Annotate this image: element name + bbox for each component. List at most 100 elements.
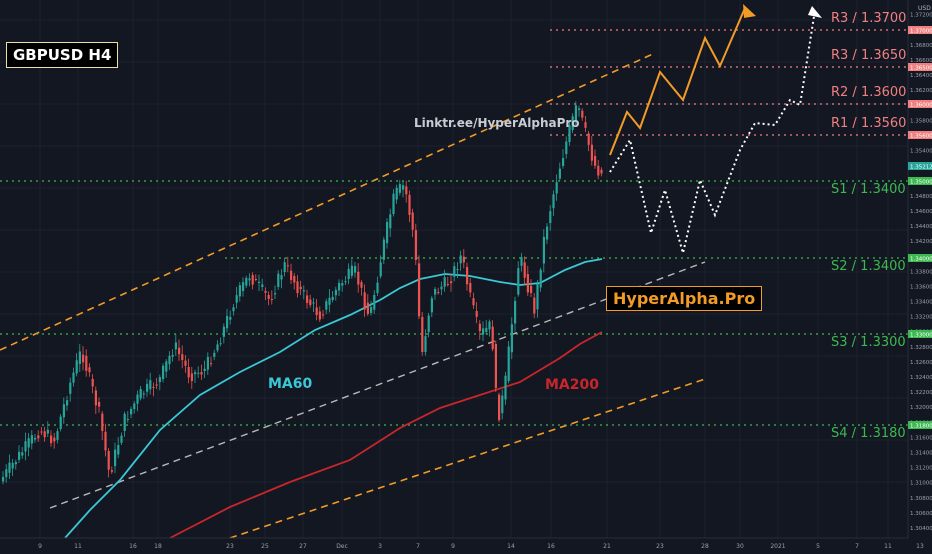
price-tick-label: 1.35400 — [910, 149, 932, 155]
time-tick-label: 7 — [416, 543, 420, 550]
price-tick-label: 1.31600 — [910, 435, 932, 441]
alternate-arrowhead — [808, 6, 822, 18]
price-tick-label: 1.33400 — [910, 300, 932, 306]
ma-labels: MA60 MA200 — [268, 376, 599, 393]
price-tick-label: 1.34600 — [910, 209, 932, 215]
candle-body — [146, 383, 149, 392]
candle-body — [504, 375, 507, 400]
candle-body — [536, 283, 539, 310]
candle-body — [472, 298, 475, 306]
candle-body — [123, 413, 126, 431]
candle-body — [587, 133, 590, 145]
candle-body — [200, 372, 203, 375]
candle-body — [347, 268, 350, 279]
price-tick-label: 1.34400 — [910, 224, 932, 230]
candle-body — [34, 437, 37, 440]
candle-body — [187, 367, 190, 378]
candle-body — [414, 230, 417, 260]
candle-body — [101, 413, 104, 431]
candle-body — [168, 355, 171, 365]
candle-body — [514, 300, 517, 324]
candle-body — [318, 311, 321, 320]
candle-body — [53, 437, 56, 442]
candle-body — [149, 380, 152, 390]
candle-body — [254, 279, 257, 280]
candle-body — [485, 327, 488, 332]
alternate-projection — [609, 9, 816, 257]
candle-body — [437, 292, 440, 293]
bullish-projection — [609, 7, 746, 156]
candle-body — [62, 404, 65, 418]
candle-body — [462, 256, 465, 263]
candle-body — [2, 477, 5, 482]
candle-body — [430, 298, 433, 313]
candle-body — [456, 269, 459, 271]
level-tag-label: 1.34000 — [910, 257, 932, 263]
time-tick-label: 7 — [855, 543, 859, 550]
moving-averages — [64, 258, 603, 539]
candle-body — [309, 299, 312, 306]
currency-label: USD — [918, 5, 931, 12]
candle-body — [382, 239, 385, 260]
candle-body — [453, 266, 456, 277]
candle-body — [530, 285, 533, 293]
candle-body — [510, 324, 513, 353]
candle-body — [248, 278, 251, 281]
candle-body — [469, 283, 472, 293]
bullish-arrowhead — [743, 4, 756, 18]
candle-body — [389, 214, 392, 229]
candle-body — [398, 184, 401, 193]
price-tick-label: 1.30600 — [910, 511, 932, 517]
candle-body — [533, 297, 536, 314]
time-tick-label: 23 — [226, 543, 234, 550]
candle-body — [136, 394, 139, 404]
candle-body — [114, 449, 117, 467]
time-tick-label: Dec — [336, 543, 348, 550]
candle-body — [546, 226, 549, 240]
brand-badge: HyperAlpha.Pro — [606, 286, 763, 311]
candle-body — [133, 403, 136, 409]
time-axis: 9 11 16 18 23 25 27 Dec 3 7 9 14 16 21 23 28 30 2021 5 7 11 1… — [0, 537, 924, 550]
time-tick-label: 30 — [736, 543, 744, 550]
time-tick-label: 9 — [38, 543, 42, 550]
time-tick-label: 11 — [884, 543, 892, 550]
watermark-link[interactable]: Linktr.ee/HyperAlphaPro — [414, 116, 580, 130]
candle-body — [331, 296, 334, 300]
price-tick-label: 1.32200 — [910, 390, 932, 396]
candle-body — [56, 431, 59, 440]
channel-middle — [49, 261, 706, 509]
candle-body — [75, 360, 78, 374]
time-tick-label: 27 — [299, 543, 307, 550]
price-tick-label: 1.31000 — [910, 481, 932, 487]
ma200-label: MA200 — [545, 377, 599, 393]
price-tick-label: 1.30800 — [910, 496, 932, 502]
candle-body — [373, 294, 376, 310]
level-tag — [908, 254, 932, 262]
candle-body — [411, 212, 414, 230]
candle-body — [325, 301, 328, 310]
candle-body — [27, 438, 30, 448]
candle-body — [181, 354, 184, 361]
candle-body — [405, 186, 408, 195]
price-tick-label: 1.35800 — [910, 118, 932, 124]
candle-body — [162, 365, 165, 380]
candle-body — [549, 211, 552, 223]
time-tick-label: 3 — [378, 543, 382, 550]
candle-body — [238, 285, 241, 297]
candle-body — [5, 469, 8, 478]
price-tick-label: 1.37200 — [910, 13, 932, 19]
candle-body — [98, 402, 101, 407]
candle-body — [363, 292, 366, 310]
level-label: S2 / 1.3400 — [831, 259, 906, 274]
candle-body — [174, 342, 177, 350]
time-tick-label: 16 — [547, 543, 555, 550]
candle-body — [203, 368, 206, 371]
level-tag — [908, 421, 932, 429]
level-tag-label: 1.36500 — [910, 66, 932, 72]
candle-body — [104, 431, 107, 451]
candle-body — [350, 265, 353, 276]
time-tick-label: 2021 — [770, 543, 785, 550]
candle-body — [523, 262, 526, 278]
chart-title: GBPUSD H4 — [6, 42, 119, 68]
